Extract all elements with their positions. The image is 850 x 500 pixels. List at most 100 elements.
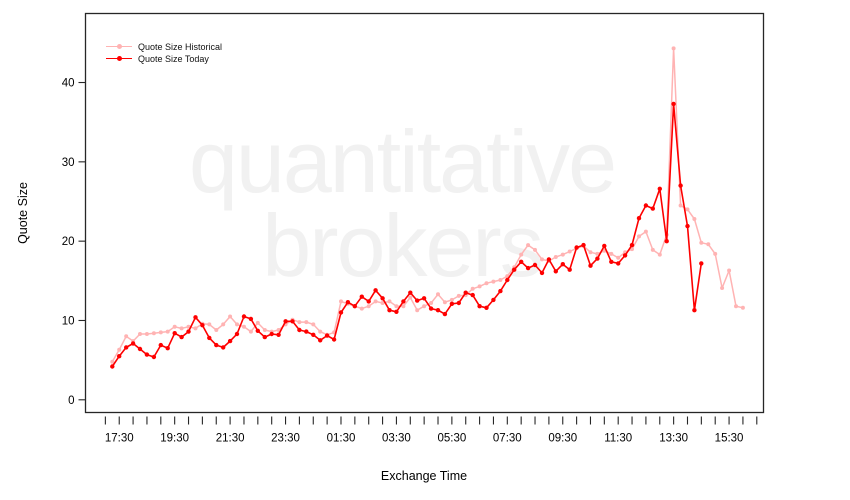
data-point-today — [539, 270, 545, 276]
legend-item-historical: Quote Size Historical — [106, 41, 222, 52]
data-point-today — [456, 300, 461, 306]
data-point-historical — [449, 297, 454, 302]
data-point-historical — [276, 328, 281, 332]
data-point-historical — [359, 306, 364, 311]
data-point-historical — [318, 329, 323, 334]
data-point-today — [290, 319, 295, 324]
data-point-today — [442, 311, 448, 317]
data-point-today — [345, 300, 351, 305]
data-point-today — [525, 265, 531, 271]
data-point-today — [394, 309, 399, 314]
watermark: quantitative brokers — [189, 118, 617, 290]
plot-frame — [84, 12, 765, 414]
data-point-today — [650, 206, 655, 211]
data-point-today — [421, 296, 427, 301]
data-point-today — [165, 346, 170, 351]
data-point-historical — [401, 304, 406, 309]
x-tick-label: 21:30 — [216, 433, 245, 445]
data-point-today — [636, 216, 642, 221]
data-point-historical — [553, 255, 558, 259]
y-tick-label: 30 — [62, 157, 75, 169]
data-point-historical — [262, 328, 267, 332]
data-point-historical — [540, 257, 544, 262]
data-point-historical — [366, 304, 371, 309]
x-tick-label: 11:30 — [604, 433, 632, 445]
data-point-today — [200, 323, 205, 328]
data-point-historical — [484, 281, 489, 286]
x-tick-label: 09:30 — [548, 433, 577, 445]
data-point-today — [172, 331, 177, 336]
data-point-historical — [228, 314, 233, 319]
data-point-today — [498, 288, 503, 294]
data-point-historical — [699, 240, 704, 245]
data-point-historical — [221, 322, 226, 327]
data-point-historical — [193, 326, 198, 331]
data-point-today — [477, 304, 482, 309]
data-point-today — [124, 345, 129, 350]
data-point-today — [283, 319, 288, 324]
y-axis-title: Quote Size — [16, 182, 30, 244]
legend-label-today: Quote Size Today — [138, 53, 209, 64]
data-point-today — [214, 342, 219, 348]
data-point-historical — [533, 247, 537, 252]
data-point-historical — [138, 332, 142, 336]
data-point-historical — [339, 299, 343, 304]
data-point-today — [484, 305, 489, 310]
data-point-today — [207, 335, 212, 341]
data-point-historical — [422, 304, 427, 309]
data-point-today — [491, 297, 496, 303]
data-point-historical — [470, 286, 475, 291]
data-point-today — [609, 259, 614, 264]
series-line-today — [111, 103, 703, 368]
x-tick-label: 15:30 — [715, 433, 744, 445]
data-point-today — [428, 306, 434, 311]
data-point-today — [519, 259, 524, 264]
data-point-today — [699, 261, 704, 266]
data-point-today — [664, 239, 669, 244]
data-point-today — [401, 299, 406, 304]
data-point-historical — [235, 322, 239, 327]
data-point-today — [241, 314, 247, 319]
data-point-historical — [311, 322, 316, 327]
data-point-today — [512, 267, 517, 272]
data-point-historical — [616, 255, 621, 260]
data-point-today — [553, 269, 558, 274]
data-point-historical — [650, 247, 655, 252]
data-point-today — [685, 223, 690, 229]
data-point-today — [221, 345, 226, 350]
data-point-historical — [609, 251, 614, 256]
data-point-today — [276, 332, 281, 337]
data-point-historical — [165, 329, 170, 334]
data-point-historical — [124, 334, 129, 339]
data-point-historical — [214, 328, 219, 332]
data-point-historical — [713, 251, 718, 256]
data-point-historical — [456, 293, 461, 298]
data-point-historical — [144, 332, 149, 336]
data-point-historical — [519, 252, 524, 257]
legend: Quote Size Historical Quote Size Today — [106, 41, 222, 64]
data-point-historical — [526, 243, 531, 248]
data-point-today — [415, 298, 420, 303]
x-tick-label: 07:30 — [493, 433, 522, 445]
data-point-historical — [151, 331, 156, 336]
data-point-historical — [394, 304, 399, 309]
data-point-today — [373, 288, 378, 293]
data-point-historical — [297, 320, 302, 325]
data-point-today — [227, 338, 233, 344]
legend-dot-icon — [116, 56, 122, 61]
data-point-historical — [692, 217, 697, 221]
data-point-historical — [408, 295, 413, 300]
data-point-today — [144, 352, 150, 357]
data-point-historical — [172, 324, 177, 329]
data-point-today — [546, 257, 552, 262]
data-point-today — [581, 242, 586, 248]
legend-label-historical: Quote Size Historical — [138, 41, 223, 52]
legend-swatch-historical — [106, 42, 132, 51]
data-point-today — [671, 101, 676, 107]
data-point-today — [588, 263, 593, 268]
x-tick-label: 03:30 — [382, 433, 411, 445]
data-point-historical — [373, 299, 378, 304]
data-point-today — [602, 243, 607, 249]
x-tick-label: 17:30 — [105, 433, 134, 445]
